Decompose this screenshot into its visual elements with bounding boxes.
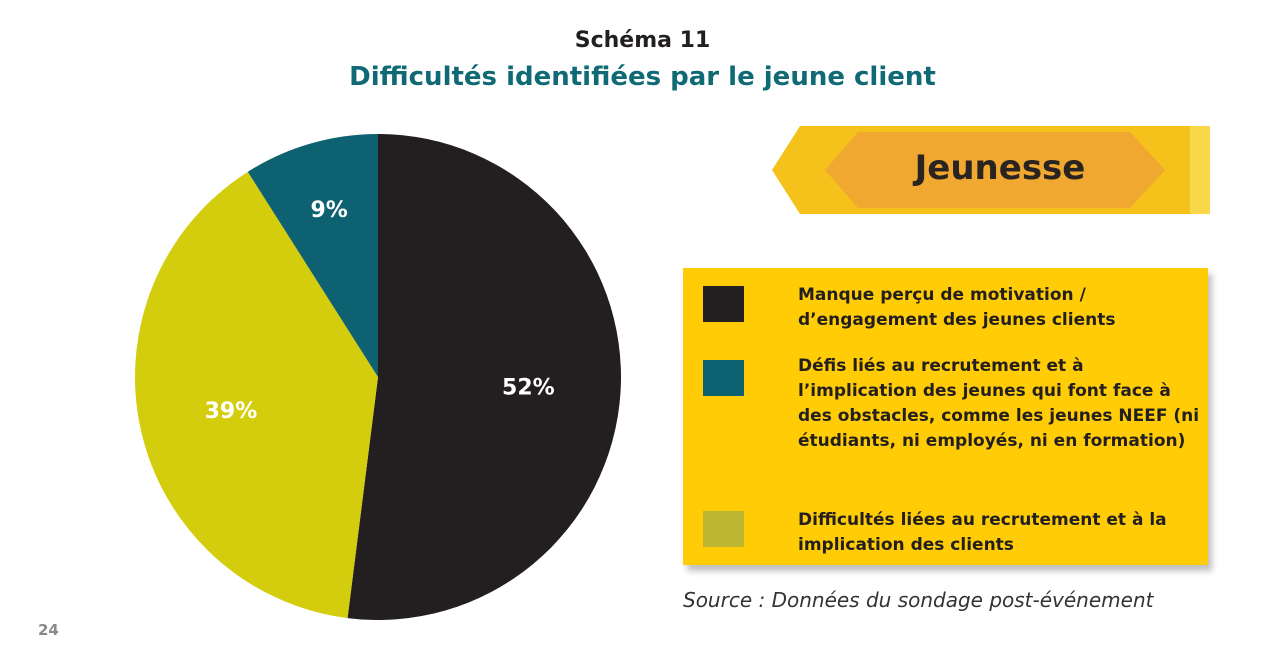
jeunesse-banner: [772, 126, 1210, 214]
schema-label: Schéma 11: [574, 28, 711, 53]
page-number: 24: [38, 621, 59, 639]
pie-slice: [135, 171, 378, 619]
legend-label: Difficultés liées au recrutement et à la…: [798, 510, 1167, 555]
slice-label: 9%: [311, 198, 348, 223]
source-note: Source : Données du sondage post-événeme…: [683, 588, 1154, 612]
legend-box: Manque perçu de motivation / d’engagemen…: [683, 268, 1208, 565]
legend-label: Défis liés au recrutement et à l’implica…: [798, 356, 1200, 451]
banner-label: Jeunesse: [914, 148, 1086, 188]
legend-swatch: [703, 511, 744, 547]
pie-chart: 52% 39% 9%: [135, 134, 621, 620]
chart-title: Difficultés identifiées par le jeune cli…: [349, 62, 936, 92]
legend-swatch: [703, 286, 744, 322]
pie-slice: [347, 134, 621, 620]
legend-swatch: [703, 360, 744, 396]
slice-label: 39%: [205, 399, 258, 424]
slice-label: 52%: [502, 375, 555, 400]
legend-label: Manque perçu de motivation / d’engagemen…: [798, 285, 1116, 330]
pie-slice: [247, 134, 378, 377]
